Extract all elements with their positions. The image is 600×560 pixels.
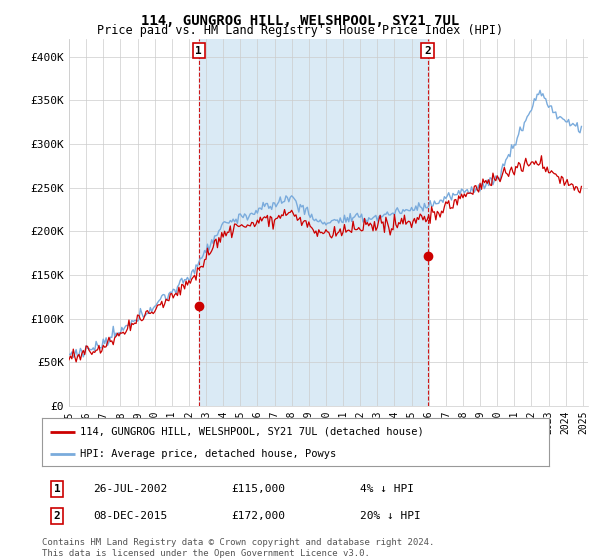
Text: Contains HM Land Registry data © Crown copyright and database right 2024.
This d: Contains HM Land Registry data © Crown c…	[42, 538, 434, 558]
Text: 08-DEC-2015: 08-DEC-2015	[93, 511, 167, 521]
Text: £172,000: £172,000	[231, 511, 285, 521]
Text: 1: 1	[195, 45, 202, 55]
Bar	[199, 39, 428, 406]
Text: 26-JUL-2002: 26-JUL-2002	[93, 484, 167, 494]
Text: £115,000: £115,000	[231, 484, 285, 494]
Text: Price paid vs. HM Land Registry's House Price Index (HPI): Price paid vs. HM Land Registry's House …	[97, 24, 503, 37]
Text: HPI: Average price, detached house, Powys: HPI: Average price, detached house, Powy…	[80, 449, 336, 459]
Text: 1: 1	[53, 484, 61, 494]
Text: 4% ↓ HPI: 4% ↓ HPI	[360, 484, 414, 494]
Text: 114, GUNGROG HILL, WELSHPOOL, SY21 7UL: 114, GUNGROG HILL, WELSHPOOL, SY21 7UL	[141, 14, 459, 28]
Text: 114, GUNGROG HILL, WELSHPOOL, SY21 7UL (detached house): 114, GUNGROG HILL, WELSHPOOL, SY21 7UL (…	[80, 427, 424, 437]
Text: 2: 2	[424, 45, 431, 55]
Text: 2: 2	[53, 511, 61, 521]
Text: 20% ↓ HPI: 20% ↓ HPI	[360, 511, 421, 521]
